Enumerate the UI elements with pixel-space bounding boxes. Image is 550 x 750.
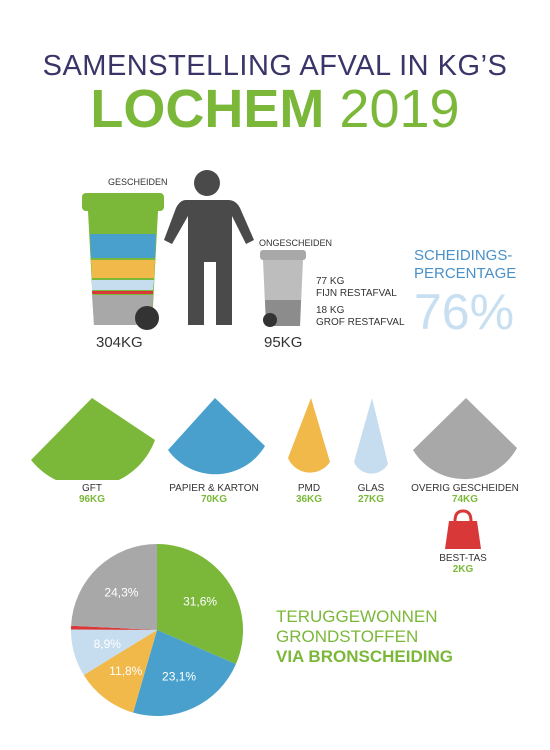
coarse-kg: 18 KG	[316, 305, 345, 316]
category-kg: 27KG	[357, 494, 385, 505]
pie-slice	[71, 544, 157, 630]
category-name: GLAS	[357, 483, 385, 494]
category-glas: GLAS 27KG	[311, 483, 431, 505]
pie-slice-label: 31,6%	[183, 595, 217, 609]
pie-slice	[133, 630, 236, 716]
separation-rate-label: SCHEIDINGS- PERCENTAGE	[414, 247, 516, 283]
coarse-residual: 18 KG GROF RESTAFVAL	[316, 305, 405, 329]
fine-residual: 77 KG FIJN RESTAFVAL	[316, 276, 397, 300]
unseparated-label: ONGESCHEIDEN	[259, 238, 333, 248]
separation-rate-value: 76%	[414, 284, 515, 340]
category-kg: 74KG	[451, 494, 479, 505]
category-kg: 96KG	[78, 494, 106, 505]
recovered-text: TERUGGEWONNEN GRONDSTOFFEN VIA BRONSCHEI…	[276, 607, 453, 667]
rate-label-line1: SCHEIDINGS-	[414, 247, 513, 264]
wedge-gft	[31, 398, 155, 480]
title-year: 2019	[339, 79, 460, 139]
recovered-line3: VIA BRONSCHEIDING	[276, 647, 453, 666]
rate-label-line2: PERCENTAGE	[414, 265, 517, 282]
unseparated-kg: 95KG	[264, 334, 303, 351]
wedge-pmd	[288, 398, 330, 473]
person-icon	[164, 170, 254, 325]
pie-slice	[83, 630, 157, 713]
separated-kg: 304KG	[96, 334, 143, 351]
pie-slice-label: 23,1%	[162, 670, 196, 684]
category-name: OVERIG GESCHEIDEN	[411, 483, 519, 494]
wedge-papier-karton	[168, 398, 265, 475]
separated-bin-icon	[82, 193, 164, 330]
pie-slice	[157, 544, 243, 665]
fine-kg: 77 KG	[316, 276, 345, 287]
shopping-bag-icon	[445, 509, 481, 549]
pie-slice-label: 11,8%	[109, 664, 142, 678]
pie-slice	[71, 625, 157, 630]
bag-block: BEST-TAS 2KG	[403, 553, 523, 575]
pie-slice	[71, 629, 157, 676]
recovery-pie-chart: 31,6% 23,1% 11,8% 8,9% 24,3%	[71, 544, 243, 716]
coarse-label: GROF RESTAFVAL	[316, 317, 405, 328]
category-wedges	[31, 398, 517, 480]
category-overig: OVERIG GESCHEIDEN 74KG	[405, 483, 525, 505]
recovered-line2: GRONDSTOFFEN	[276, 627, 419, 646]
category-kg: 36KG	[295, 494, 323, 505]
recovered-line1: TERUGGEWONNEN	[276, 607, 438, 626]
category-pmd: PMD 36KG	[249, 483, 369, 505]
wedge-glas	[354, 398, 388, 474]
category-name: PAPIER & KARTON	[169, 483, 259, 494]
bag-kg: 2KG	[452, 564, 474, 575]
fine-label: FIJN RESTAFVAL	[316, 288, 397, 299]
bag-name: BEST-TAS	[439, 553, 487, 564]
category-name: GFT	[82, 483, 102, 494]
pie-slice-label: 8,9%	[94, 637, 122, 651]
wedge-overig	[413, 398, 517, 480]
pie-slice-label: 24,3%	[104, 586, 138, 600]
title-line1: SAMENSTELLING AFVAL IN KG’S	[42, 50, 508, 82]
title-place: LOCHEM	[90, 79, 325, 139]
category-kg: 70KG	[200, 494, 228, 505]
separated-label: GESCHEIDEN	[108, 177, 168, 187]
category-gft: GFT 96KG	[32, 483, 152, 505]
title-line2: LOCHEM 2019	[0, 78, 550, 140]
unseparated-bin-icon	[260, 250, 306, 327]
category-name: PMD	[297, 483, 321, 494]
category-papier: PAPIER & KARTON 70KG	[154, 483, 274, 505]
